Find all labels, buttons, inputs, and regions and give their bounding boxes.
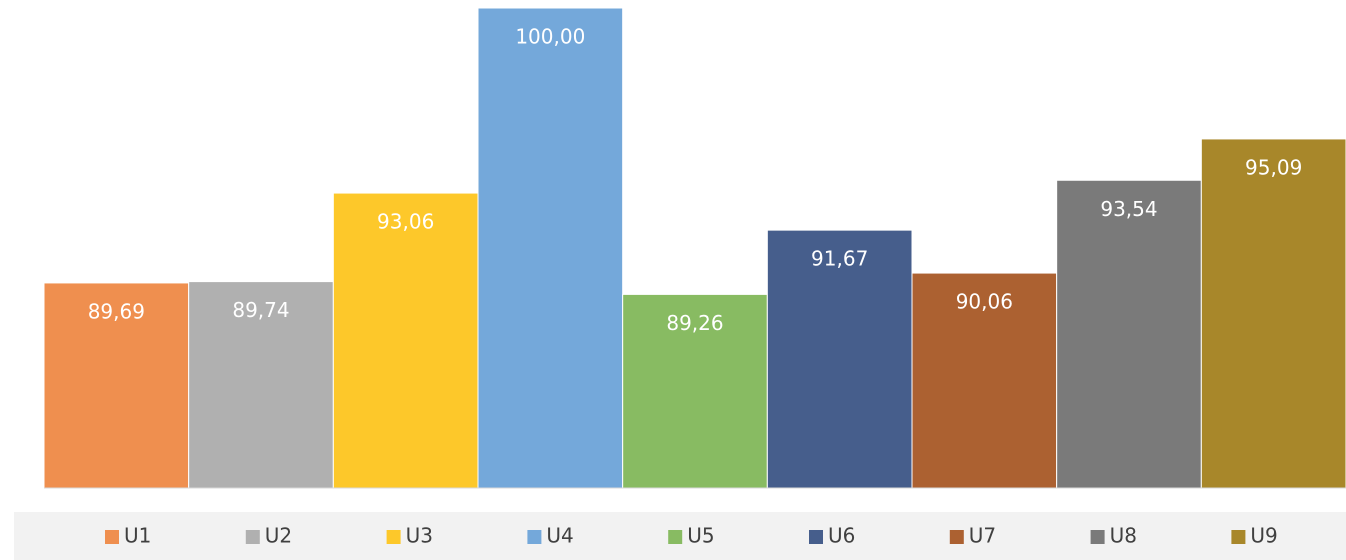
legend-swatch [386, 530, 401, 544]
legend-label: U5 [687, 524, 714, 548]
data-label: 93,54 [1100, 197, 1157, 221]
legend-label: U7 [969, 524, 996, 548]
data-label: 89,74 [232, 298, 289, 322]
bar [332, 192, 479, 489]
bar [622, 293, 768, 489]
legend-label: U6 [828, 524, 855, 548]
legend-label: U8 [1110, 524, 1137, 548]
bar [43, 282, 190, 489]
legend-swatch [245, 530, 260, 544]
data-label: 95,09 [1245, 155, 1302, 179]
legend-label: U9 [1250, 524, 1277, 548]
data-label: 93,06 [377, 210, 434, 234]
legend-label: U1 [124, 524, 151, 548]
legend-label: U4 [546, 524, 573, 548]
legend-swatch [949, 530, 964, 544]
legend-swatch [1231, 530, 1246, 544]
bar [1056, 179, 1202, 489]
legend-swatch [527, 530, 542, 544]
data-label: 89,69 [88, 299, 145, 323]
data-label: 89,26 [666, 311, 723, 335]
legend-swatch [1090, 530, 1105, 544]
bar [1200, 138, 1346, 489]
bar [766, 229, 913, 489]
legend-label: U3 [406, 524, 433, 548]
bar [188, 281, 334, 489]
data-label: 100,00 [515, 25, 585, 49]
data-label: 91,67 [811, 247, 868, 271]
legend-swatch [105, 530, 119, 544]
bar [477, 7, 624, 489]
legend-swatch [809, 530, 823, 544]
data-label: 90,06 [956, 290, 1013, 314]
legend-swatch [668, 530, 683, 544]
legend-label: U2 [265, 524, 292, 548]
